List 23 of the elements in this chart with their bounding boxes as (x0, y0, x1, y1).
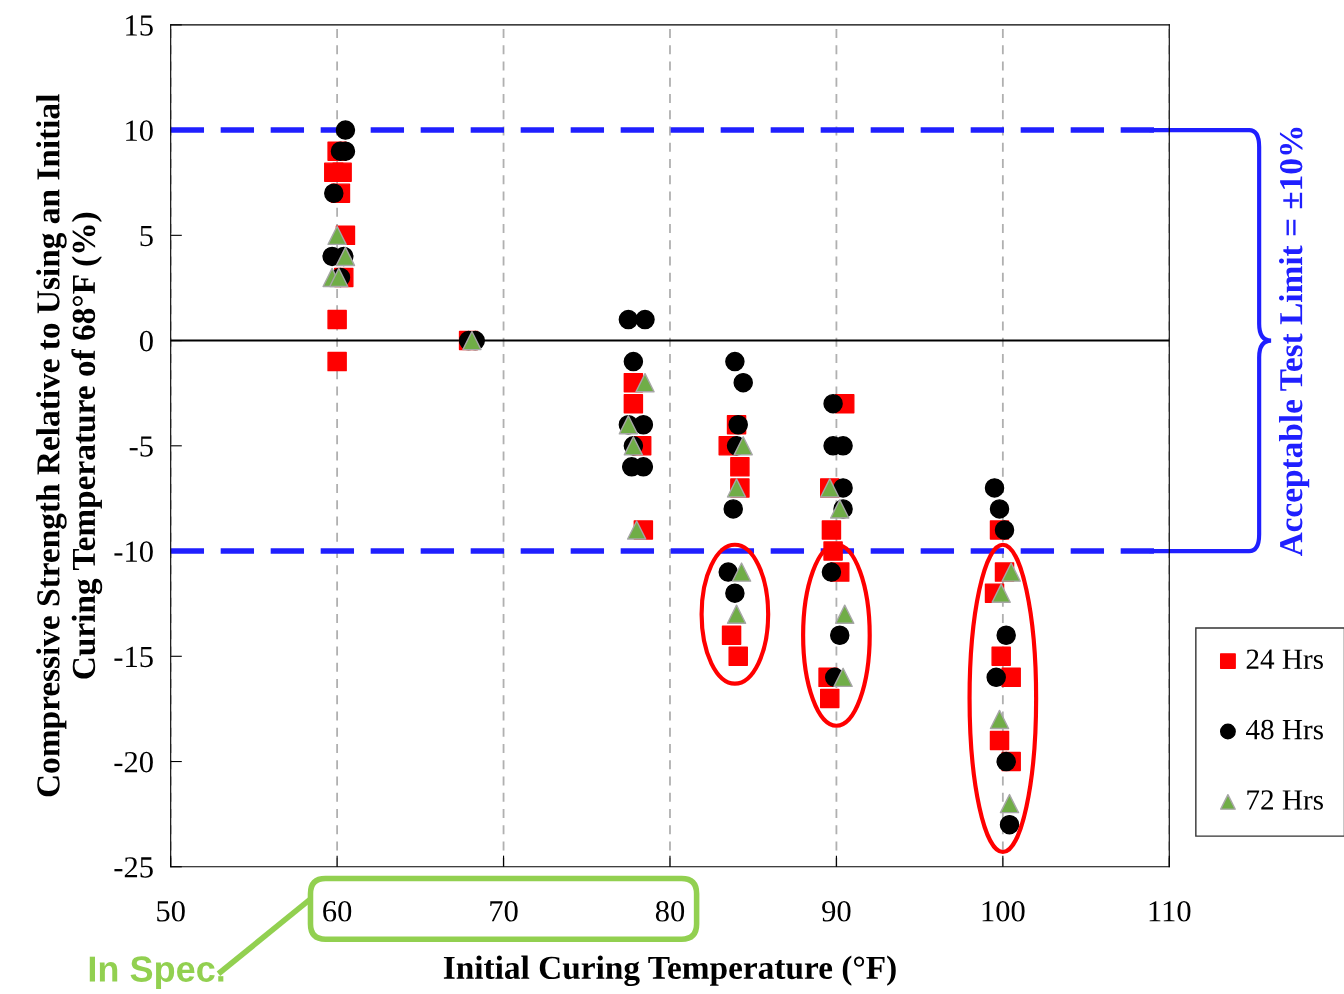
legend-label: 72 Hrs (1247, 790, 1323, 810)
y-tick-label: -10 (114, 541, 153, 562)
x-tick-label: 70 (490, 900, 518, 922)
x-tick-label: 80 (655, 900, 685, 922)
x-tick-label: 60 (323, 900, 352, 922)
legend-label: 24 Hrs (1246, 649, 1323, 670)
y-axis-title: Compressive Strength Relative to Using an Initial Curing Temperature of 68°F (%) (36, 94, 103, 797)
text: Acceptable Test Limit = ±10% (1278, 127, 1310, 557)
y-tick-label: -25 (114, 857, 153, 878)
x-tick-label: 110 (1149, 900, 1191, 922)
y-tick-label: 0 (139, 330, 153, 352)
x-tick-label: 90 (822, 900, 851, 922)
text: In Spec. (89, 956, 224, 990)
y-tick-label: 15 (126, 15, 153, 36)
x-tick-label: 100 (982, 900, 1025, 922)
x-axis-title: Initial Curing Temperature (°F) (443, 955, 896, 987)
legend-label: 48 Hrs (1246, 719, 1323, 740)
x-tick-label: 50 (157, 900, 185, 922)
y-tick-label: -15 (114, 646, 153, 668)
y-tick-label: -20 (114, 751, 153, 773)
y-tick-label: -5 (129, 436, 153, 457)
y-tick-label: 10 (126, 120, 153, 141)
y-tick-label: 5 (140, 225, 153, 247)
